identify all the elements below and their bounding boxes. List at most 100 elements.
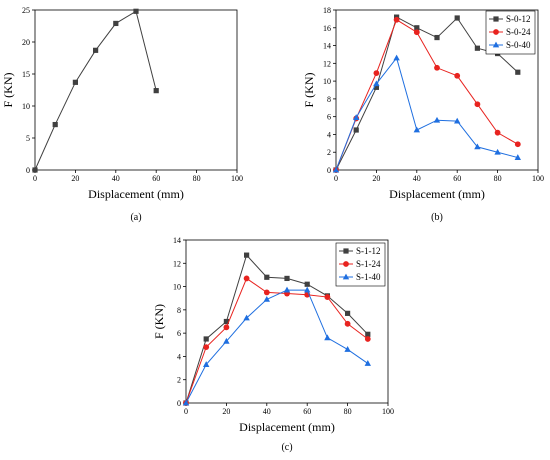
data-point-c-0-5: [284, 275, 290, 282]
x-tick-label-b: 80: [494, 174, 502, 183]
legend-label-c-0: S-1-12: [356, 246, 381, 256]
x-tick-label-c: 20: [222, 407, 230, 416]
legend-marker-c-1: [343, 261, 349, 267]
data-point-c-2-7: [324, 334, 331, 341]
y-tick-label-a: 20: [22, 38, 30, 47]
legend-label-c-1: S-1-24: [356, 259, 381, 269]
x-axis-label-b: Displacement (mm): [389, 187, 485, 201]
data-point-c-1-4: [263, 289, 270, 296]
x-tick-label-c: 60: [303, 407, 311, 416]
legend-label-b-2: S-0-40: [506, 40, 531, 50]
y-tick-label-b: 6: [327, 113, 331, 122]
data-point-c-1-3: [243, 275, 250, 282]
legend-c: S-1-12 S-1-24 S-1-40: [335, 242, 386, 287]
data-point-b-2-0: [332, 166, 340, 173]
data-point-b-0-5: [434, 34, 440, 41]
y-tick-label-a: 25: [22, 6, 30, 15]
x-tick-label-a: 0: [33, 174, 37, 183]
data-point-a-0-5: [133, 8, 139, 14]
data-point-b-0-7: [474, 45, 480, 51]
y-tick-label-b: 8: [327, 95, 331, 104]
panel-c: 0 20 40 60 80 100 0 2 4 6 8 10 12 14 Displacement (mm)…: [152, 236, 394, 453]
data-point-b-1-5: [434, 64, 440, 71]
x-tick-label-c: 40: [263, 407, 271, 416]
data-point-c-0-2: [223, 318, 229, 325]
legend-marker-b-1: [493, 29, 499, 35]
y-axis-label-a: F (KN): [1, 72, 15, 107]
x-tick-label-b: 100: [532, 174, 544, 183]
series-line-a-0: [34, 10, 157, 171]
legend-b: S-0-12 S-0-24 S-0-40: [485, 10, 536, 55]
legend-marker-c-2: [342, 273, 350, 280]
legend-label-b-0: S-0-12: [506, 14, 531, 24]
data-point-c-2-6: [304, 286, 311, 293]
x-tick-label-b: 20: [372, 174, 380, 183]
series-line-b-2: [335, 56, 518, 171]
data-point-a-0-4: [113, 20, 119, 27]
data-point-c-2-4: [263, 295, 270, 302]
data-point-b-1-6: [454, 72, 461, 79]
y-tick-label-c: 10: [173, 283, 181, 292]
x-tick-label-a: 40: [112, 174, 120, 183]
data-point-c-0-8: [345, 310, 351, 316]
data-point-c-0-6: [304, 281, 310, 287]
x-tick-label-b: 60: [453, 174, 461, 183]
data-point-c-2-2: [223, 337, 230, 344]
x-tick-label-c: 0: [184, 407, 188, 416]
y-tick-label-c: 8: [177, 306, 181, 315]
y-tick-label-c: 0: [177, 399, 181, 408]
y-tick-label-b: 2: [327, 148, 331, 157]
data-point-c-1-2: [223, 324, 230, 331]
series-line-c-2: [185, 289, 369, 404]
y-tick-label-b: 4: [327, 130, 331, 139]
x-axis-label-a: Displacement (mm): [88, 187, 184, 201]
data-point-a-0-1: [52, 121, 58, 128]
x-tick-label-b: 40: [413, 174, 421, 183]
data-point-b-1-3: [393, 16, 400, 23]
series-line-b-1: [335, 19, 519, 171]
y-tick-label-a: 10: [22, 102, 30, 111]
x-axis-label-c: Displacement (mm): [239, 420, 335, 434]
data-point-b-1-2: [373, 70, 380, 77]
x-tick-label-c: 80: [344, 407, 352, 416]
y-tick-label-a: 5: [26, 134, 30, 143]
legend-label-b-1: S-0-24: [506, 27, 531, 37]
plot-frame-b: [335, 9, 539, 171]
y-tick-label-c: 6: [177, 329, 181, 338]
data-point-c-2-5: [283, 286, 291, 293]
panel-caption-b: (b): [431, 212, 443, 223]
y-axis-label-c: F (KN): [152, 304, 166, 339]
data-point-b-0-9: [515, 69, 521, 75]
panel-caption-a: (a): [130, 212, 141, 223]
data-point-a-0-6: [153, 88, 159, 94]
series-line-c-0: [185, 254, 369, 404]
data-point-b-2-9: [514, 154, 521, 160]
data-point-c-2-1: [203, 361, 210, 367]
y-tick-label-c: 12: [173, 259, 181, 268]
y-tick-label-c: 14: [173, 236, 181, 245]
legend-marker-b-0: [493, 16, 499, 22]
data-point-b-2-2: [373, 80, 380, 87]
data-point-b-1-4: [413, 29, 420, 36]
legend-label-c-2: S-1-40: [356, 272, 381, 282]
y-tick-label-b: 10: [323, 77, 331, 86]
y-tick-label-a: 0: [26, 166, 30, 175]
data-point-c-2-9: [364, 360, 371, 366]
data-point-b-2-6: [454, 117, 461, 124]
data-point-b-2-5: [433, 116, 441, 123]
y-tick-label-c: 4: [177, 352, 181, 361]
data-point-c-2-8: [344, 346, 351, 352]
data-point-b-1-7: [474, 101, 481, 108]
data-point-c-0-3: [244, 252, 250, 258]
data-point-b-0-6: [454, 15, 460, 21]
y-tick-label-a: 15: [22, 70, 30, 79]
x-tick-label-a: 60: [152, 174, 160, 183]
data-point-b-1-9: [514, 141, 521, 148]
data-point-c-0-4: [264, 274, 270, 280]
y-tick-label-b: 12: [323, 59, 331, 68]
y-tick-label-b: 18: [323, 6, 331, 15]
data-point-b-2-4: [413, 126, 420, 133]
data-point-c-0-1: [203, 336, 209, 342]
y-tick-label-b: 0: [327, 166, 331, 175]
